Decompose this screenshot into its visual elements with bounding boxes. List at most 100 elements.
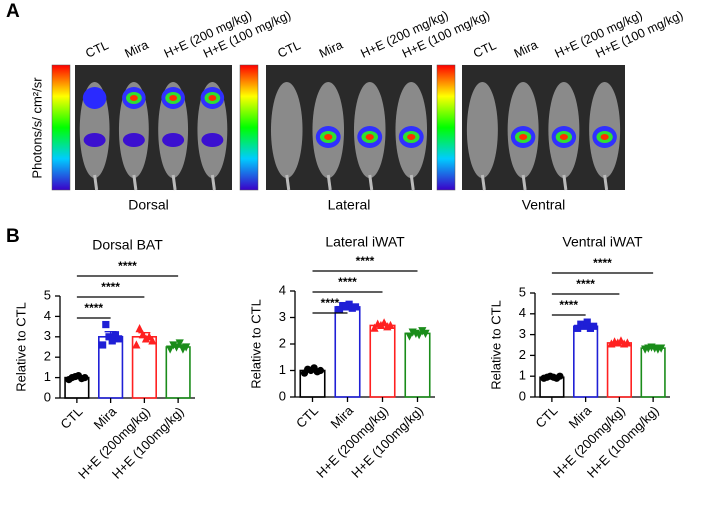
data-point [623, 338, 632, 347]
data-point [405, 332, 414, 341]
mouse-tail [171, 174, 177, 191]
mouse [270, 82, 303, 178]
data-point [335, 305, 344, 314]
signal-core [129, 95, 138, 101]
bar [640, 347, 666, 398]
mouse-tail [285, 174, 291, 191]
group-label: CTL [83, 38, 110, 61]
x-tick-label: CTL [57, 404, 85, 432]
data-point [590, 322, 598, 330]
y-tick-label: 2 [279, 335, 286, 350]
signal-core [600, 134, 609, 140]
group-label: Mira [123, 38, 151, 61]
significance-label: **** [356, 254, 375, 268]
x-tick-label: Mira [91, 403, 120, 432]
data-point [148, 336, 157, 345]
group-label: CTL [275, 38, 302, 61]
panel-label: B [6, 226, 20, 247]
mouse-tail [326, 174, 332, 191]
signal-core [559, 134, 568, 140]
chart-title: Lateral iWAT [325, 234, 405, 250]
significance-label: **** [338, 275, 357, 289]
colorbar [436, 64, 456, 191]
data-point [380, 318, 389, 327]
bar [404, 332, 431, 398]
y-tick-label: 1 [519, 368, 526, 383]
data-point [421, 329, 430, 338]
y-tick-label: 3 [279, 309, 286, 324]
significance-label: **** [101, 280, 120, 294]
view-label: Lateral [328, 197, 371, 213]
data-point [613, 338, 622, 347]
bar [369, 324, 396, 398]
signal-core [324, 134, 333, 140]
y-tick-label: 5 [519, 284, 526, 299]
signal-core [208, 95, 217, 101]
mouse-tail [562, 174, 568, 191]
mouse-tail [521, 174, 527, 191]
colorbar [239, 64, 259, 191]
data-point [345, 300, 353, 308]
significance-label: **** [576, 277, 595, 291]
mouse-tail [132, 174, 138, 191]
significance-label: **** [321, 296, 340, 310]
data-point [583, 318, 591, 326]
signal-outer [201, 133, 224, 147]
x-tick-label: Mira [328, 402, 357, 431]
signal-outer [122, 133, 145, 147]
colorbar [51, 64, 71, 191]
significance-label: **** [84, 301, 103, 315]
y-tick-label: 0 [519, 388, 526, 403]
data-point [351, 303, 360, 311]
signal-core [519, 134, 528, 140]
mouse-tail [409, 174, 415, 191]
significance-label: **** [118, 259, 137, 273]
data-point [115, 335, 123, 343]
data-point [386, 320, 395, 330]
y-tick-label: 3 [519, 326, 526, 341]
data-point [108, 337, 116, 345]
signal-outer [83, 133, 106, 147]
data-point [81, 374, 89, 382]
data-point [574, 324, 582, 332]
data-point [415, 331, 424, 340]
view-label: Dorsal [128, 197, 168, 213]
signal-core [169, 95, 178, 101]
mouse [466, 82, 498, 178]
chart-title: Ventral iWAT [562, 234, 643, 250]
significance-label: **** [559, 298, 578, 312]
data-point [135, 324, 144, 333]
data-point [556, 372, 564, 380]
data-point [657, 344, 666, 353]
bar [606, 342, 632, 398]
y-tick-label: 2 [44, 349, 51, 364]
chart-title: Dorsal BAT [92, 237, 163, 253]
mouse-tail [93, 174, 99, 191]
panel-label: A [6, 1, 20, 22]
x-tick-label: CTL [532, 403, 560, 431]
mouse-tail [480, 174, 486, 191]
data-point [138, 330, 147, 339]
y-tick-label: 0 [279, 388, 286, 403]
y-tick-label: 4 [44, 308, 51, 323]
data-point [316, 366, 325, 375]
data-point [145, 332, 154, 341]
y-axis-label: Relative to CTL [488, 300, 503, 390]
x-tick-label: Mira [566, 402, 595, 431]
signal-outer [162, 133, 185, 147]
data-point [132, 340, 141, 349]
significance-label: **** [593, 256, 612, 270]
y-tick-label: 2 [519, 347, 526, 362]
signal-outer [82, 87, 107, 109]
y-axis-label: Relative to CTL [13, 302, 28, 392]
data-point [111, 331, 120, 339]
mouse-tail [210, 174, 216, 191]
mouse-tail [603, 174, 609, 191]
bar [573, 325, 599, 398]
group-label: CTL [471, 38, 498, 61]
y-tick-label: 4 [279, 282, 286, 297]
view-label: Ventral [522, 197, 566, 213]
data-point [580, 322, 588, 330]
data-point [99, 341, 107, 349]
